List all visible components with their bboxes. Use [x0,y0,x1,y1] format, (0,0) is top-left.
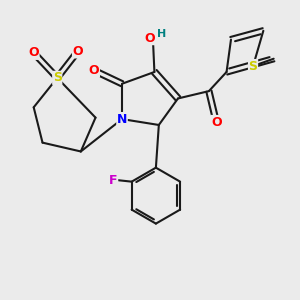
Text: O: O [73,45,83,58]
Text: O: O [28,46,39,59]
Text: F: F [109,174,118,187]
Text: N: N [117,112,127,126]
Text: H: H [157,29,166,39]
Text: O: O [144,32,155,45]
Text: S: S [249,60,258,73]
Text: S: S [53,71,62,84]
Text: O: O [89,64,99,77]
Text: O: O [211,116,222,128]
